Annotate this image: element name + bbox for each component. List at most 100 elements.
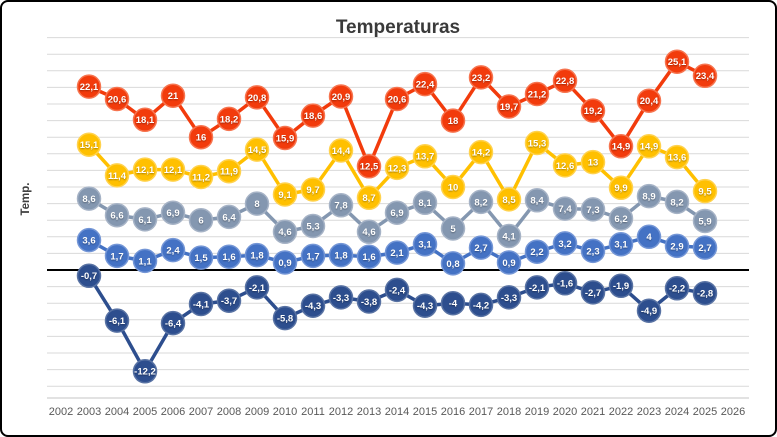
series-gold-data-label: 8,5 [502, 195, 516, 206]
series-navy-marker [440, 290, 466, 316]
series-gray-data-label: 6,6 [110, 211, 123, 222]
series-red-data-label: 19,2 [584, 106, 603, 117]
series-gray-data-label: 5 [450, 224, 456, 235]
series-gray-data-label: 7,8 [334, 201, 347, 212]
series-red-data-label: 22,4 [416, 80, 435, 91]
series-blue-data-label: 1,5 [194, 253, 208, 264]
series-gray-marker [132, 207, 158, 232]
series-gray-data-label: 6,9 [390, 208, 403, 219]
series-red-data-label: 23,4 [696, 71, 715, 82]
series-gold-data-label: 9,5 [698, 187, 712, 198]
series-red-data-label: 18,6 [304, 111, 323, 122]
series-gold-data-label: 12,3 [388, 163, 407, 174]
series-navy-marker [692, 280, 718, 306]
series-navy-data-label: -2,2 [669, 284, 685, 295]
series-blue-data-label: 1,7 [306, 251, 319, 262]
series-red-data-label: 15,9 [276, 133, 295, 144]
series-gold-data-label: 13 [588, 158, 599, 169]
x-axis-tick-label: 2003 [77, 406, 101, 418]
series-red-data-label: 18 [448, 116, 459, 127]
series-red-data-label: 20,6 [108, 94, 127, 105]
series-blue-data-label: 1,6 [362, 252, 375, 263]
series-blue-data-label: 0,9 [502, 258, 515, 269]
series-gold-marker [664, 144, 690, 170]
series-navy-data-label: -2,8 [697, 289, 713, 300]
series-gold-marker [104, 163, 130, 188]
series-blue: 3,6 1,7 1,1 2,4 1,5 1,6 1,8 0,9 1,7 1,8 1,6 2,1 3,1 0… [76, 224, 718, 276]
series-navy-marker [412, 293, 438, 318]
series-gold-data-label: 13,7 [416, 152, 435, 163]
series-gray-marker [104, 202, 130, 228]
x-axis-tick-label: 2020 [553, 406, 577, 418]
series-red-data-label: 22,1 [80, 82, 99, 93]
series-gold-data-label: 14,9 [640, 142, 659, 153]
series-blue-marker [608, 232, 634, 257]
series-navy-marker [384, 277, 410, 303]
series-navy-data-label: -2,7 [585, 288, 601, 299]
series-gold-data-label: 14,5 [248, 145, 267, 156]
series-gold-marker [384, 155, 410, 181]
series-gray-marker [412, 190, 438, 216]
series-gold-data-label: 12,1 [136, 165, 155, 176]
series-navy-marker [188, 291, 214, 317]
series-gold-data-label: 11,2 [192, 172, 210, 183]
series-gold-marker [160, 157, 186, 182]
series-red-marker [552, 68, 578, 94]
series-gold-marker [76, 132, 102, 157]
series-gray-marker [384, 200, 410, 225]
series-red-marker [188, 124, 214, 150]
series-navy-marker [160, 310, 186, 336]
x-axis-tick-label: 2016 [441, 406, 465, 418]
series-blue-marker [580, 238, 606, 264]
x-axis-tick-label: 2009 [245, 406, 269, 418]
series-blue-marker [356, 244, 382, 269]
series-gray-marker [524, 188, 550, 213]
x-axis-tick-label: 2005 [133, 406, 157, 418]
series-gold-marker [356, 185, 382, 211]
x-axis-tick-label: 2011 [301, 406, 325, 418]
series-gold-data-label: 9,1 [278, 190, 292, 201]
x-axis-tick-label: 2021 [581, 406, 605, 418]
series-gold-data-label: 12,1 [164, 165, 183, 176]
series-navy-marker [356, 289, 382, 314]
series-red-data-label: 21,2 [528, 89, 547, 100]
series-navy-data-label: -3,3 [501, 293, 517, 304]
series-gold-data-label: 13,6 [668, 153, 687, 164]
x-axis-tick-label: 2008 [217, 406, 241, 418]
series-gray-marker [216, 204, 242, 230]
series-layer: 8,6 6,6 6,1 6,9 6 6,4 8 4,6 5,3 7,8 4,6 6,9 8,1 5 8,2 4… [76, 49, 718, 384]
series-gold-marker [636, 134, 662, 159]
series-red-data-label: 22,8 [556, 76, 575, 87]
series-blue-data-label: 2,7 [698, 243, 711, 254]
series-gray-marker [636, 183, 662, 209]
series-blue-data-label: 2,7 [474, 243, 487, 254]
series-gold-marker [188, 164, 214, 190]
series-navy-data-label: -4,2 [473, 300, 489, 311]
x-axis-tick-label: 2013 [357, 406, 381, 418]
series-red-marker [496, 94, 522, 119]
series-red-marker [76, 74, 102, 99]
x-axis-labels: 2002 2003 2004 2005 2006 2007 2008 2009 2010 2011… [49, 406, 745, 418]
x-axis-tick-label: 2010 [273, 406, 297, 418]
series-red-data-label: 20,8 [248, 93, 267, 104]
series-gray-marker [496, 223, 522, 249]
series-gray-data-label: 7,3 [586, 205, 599, 216]
series-navy-marker [524, 275, 550, 300]
series-blue-marker [496, 250, 522, 275]
x-axis-tick-label: 2023 [637, 406, 661, 418]
x-axis-tick-label: 2007 [189, 406, 213, 418]
series-blue-data-label: 3,1 [418, 240, 432, 251]
series-gold-marker [300, 177, 326, 202]
series-gold-marker [244, 137, 270, 162]
series-red-marker [524, 81, 550, 107]
series-navy-data-label: -2,1 [249, 283, 266, 294]
series-blue-marker [384, 240, 410, 265]
series-gold-marker [580, 149, 606, 175]
series-navy-marker [328, 285, 354, 310]
series-gold-data-label: 15,3 [528, 138, 547, 149]
x-axis-tick-label: 2006 [161, 406, 185, 418]
series-red-marker [580, 98, 606, 123]
series-blue-marker [692, 235, 718, 260]
series-red-data-label: 18,1 [136, 115, 155, 126]
